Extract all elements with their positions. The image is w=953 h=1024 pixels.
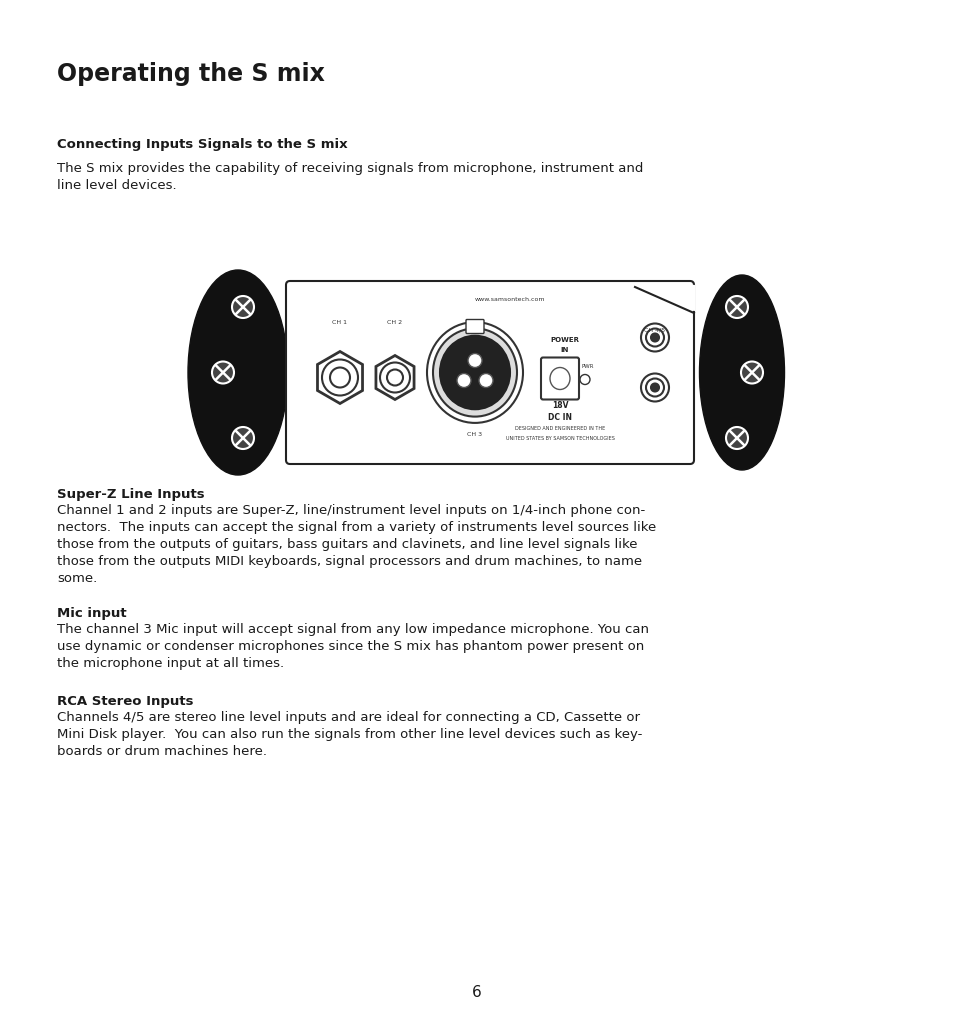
Circle shape	[322, 359, 357, 395]
Text: DESIGNED AND ENGINEERED IN THE: DESIGNED AND ENGINEERED IN THE	[515, 427, 604, 431]
Polygon shape	[317, 351, 362, 403]
FancyBboxPatch shape	[286, 281, 693, 464]
Text: POWER: POWER	[550, 338, 578, 343]
Text: Operating the S mix: Operating the S mix	[57, 62, 325, 86]
Circle shape	[725, 296, 747, 318]
Text: Channel 1 and 2 inputs are Super-Z, line/instrument level inputs on 1/4-inch pho: Channel 1 and 2 inputs are Super-Z, line…	[57, 504, 656, 585]
Text: Mic input: Mic input	[57, 607, 127, 620]
Text: CH 1: CH 1	[333, 319, 347, 325]
Text: CH 4/5: CH 4/5	[644, 328, 665, 333]
Text: CH 2: CH 2	[387, 319, 402, 325]
Text: 6: 6	[472, 985, 481, 1000]
Polygon shape	[375, 355, 414, 399]
Text: CH 3: CH 3	[467, 432, 482, 437]
Circle shape	[330, 368, 350, 387]
Circle shape	[725, 427, 747, 449]
Text: www.samsontech.com: www.samsontech.com	[475, 297, 545, 302]
Circle shape	[468, 353, 481, 368]
Text: DC IN: DC IN	[547, 413, 572, 422]
Ellipse shape	[439, 336, 510, 410]
Ellipse shape	[433, 329, 517, 417]
Ellipse shape	[427, 323, 522, 423]
FancyBboxPatch shape	[465, 319, 483, 334]
Circle shape	[640, 324, 668, 351]
Polygon shape	[629, 285, 693, 310]
Ellipse shape	[550, 368, 569, 389]
Circle shape	[379, 362, 410, 392]
Text: Super-Z Line Inputs: Super-Z Line Inputs	[57, 488, 204, 501]
Circle shape	[650, 384, 659, 391]
Circle shape	[650, 334, 659, 341]
Text: 18V: 18V	[551, 400, 568, 410]
Text: Channels 4/5 are stereo line level inputs and are ideal for connecting a CD, Cas: Channels 4/5 are stereo line level input…	[57, 711, 641, 758]
Circle shape	[579, 375, 589, 384]
Ellipse shape	[188, 270, 288, 475]
Circle shape	[232, 427, 253, 449]
Circle shape	[645, 379, 663, 396]
Text: The S mix provides the capability of receiving signals from microphone, instrume: The S mix provides the capability of rec…	[57, 162, 642, 193]
Circle shape	[645, 329, 663, 346]
Circle shape	[740, 361, 762, 384]
Text: IN: IN	[560, 347, 569, 353]
FancyBboxPatch shape	[540, 357, 578, 399]
Circle shape	[212, 361, 233, 384]
Ellipse shape	[699, 275, 783, 470]
Text: The channel 3 Mic input will accept signal from any low impedance microphone. Yo: The channel 3 Mic input will accept sign…	[57, 623, 648, 670]
Text: UNITED STATES BY SAMSON TECHNOLOGIES: UNITED STATES BY SAMSON TECHNOLOGIES	[505, 435, 614, 440]
Text: Connecting Inputs Signals to the S mix: Connecting Inputs Signals to the S mix	[57, 138, 347, 151]
Circle shape	[232, 296, 253, 318]
Circle shape	[640, 374, 668, 401]
Circle shape	[456, 374, 471, 387]
Circle shape	[387, 370, 402, 385]
Circle shape	[478, 374, 493, 387]
Text: PWR: PWR	[581, 365, 594, 370]
Text: RCA Stereo Inputs: RCA Stereo Inputs	[57, 695, 193, 708]
